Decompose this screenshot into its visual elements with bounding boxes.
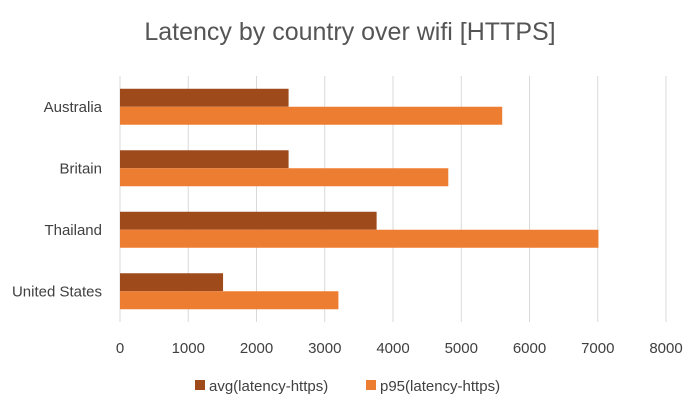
chart-title: Latency by country over wifi [HTTPS] (144, 18, 555, 46)
x-axis-ticks: 0 1000 2000 3000 4000 5000 6000 7000 8000 (116, 340, 683, 357)
bar-p95 (120, 168, 449, 187)
x-tick-label: 1000 (172, 340, 205, 357)
bar-p95 (120, 229, 599, 248)
x-tick-label: 4000 (376, 340, 409, 357)
bars (120, 88, 599, 310)
x-tick-label: 5000 (445, 340, 478, 357)
bar-avg (120, 211, 377, 230)
x-tick-label: 3000 (308, 340, 341, 357)
legend-label: p95(latency-https) (380, 378, 500, 395)
x-tick-label: 7000 (581, 340, 614, 357)
y-category-label: Britain (59, 160, 102, 177)
bar-avg (120, 88, 289, 107)
legend-swatch (195, 380, 205, 390)
x-tick-label: 2000 (240, 340, 273, 357)
y-axis-categories: Australia Britain Thailand United States (12, 99, 103, 301)
x-tick-label: 0 (116, 340, 124, 357)
bar-p95 (120, 291, 339, 310)
legend: avg(latency-https) p95(latency-https) (195, 378, 500, 395)
y-category-label: United States (12, 283, 102, 300)
bar-avg (120, 150, 289, 169)
legend-label: avg(latency-https) (209, 378, 328, 395)
x-tick-label: 6000 (513, 340, 546, 357)
bar-avg (120, 273, 224, 292)
legend-swatch (366, 380, 376, 390)
bar-p95 (120, 106, 503, 125)
x-tick-label: 8000 (649, 340, 682, 357)
y-category-label: Thailand (44, 222, 102, 239)
y-category-label: Australia (44, 99, 103, 116)
